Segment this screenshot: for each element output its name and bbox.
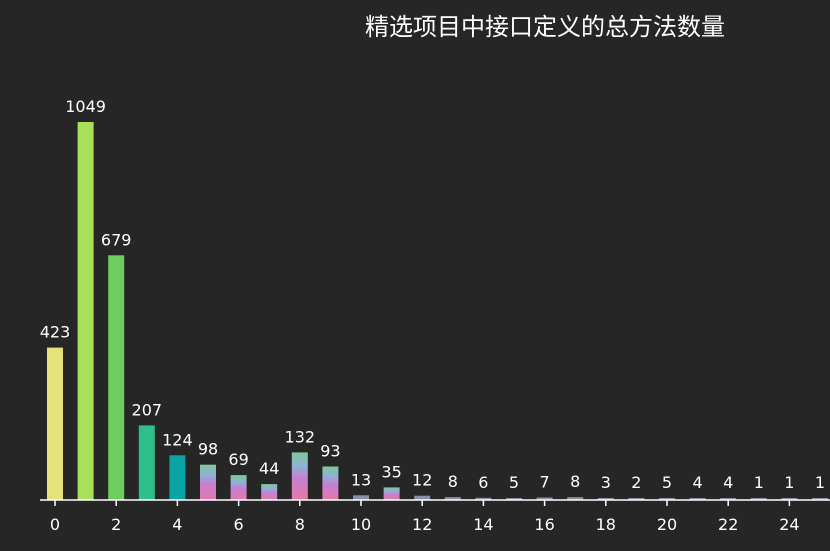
value-label-23: 1 — [754, 473, 764, 492]
value-label-9: 93 — [320, 442, 340, 461]
bar-8 — [291, 452, 308, 500]
x-tick-label-18: 18 — [596, 515, 616, 534]
bar-22 — [720, 498, 737, 500]
bar-25 — [812, 498, 828, 500]
x-tick-label-16: 16 — [534, 515, 554, 534]
x-tick-label-8: 8 — [295, 515, 305, 534]
bar-1 — [77, 122, 94, 500]
bar-0 — [47, 347, 63, 500]
x-tick-label-0: 0 — [50, 515, 60, 534]
value-label-15: 5 — [509, 473, 519, 492]
bars-group — [47, 122, 828, 500]
bar-15 — [506, 498, 522, 500]
bar-19 — [628, 498, 645, 500]
x-tick-label-22: 22 — [718, 515, 738, 534]
bar-10 — [353, 495, 369, 500]
value-label-19: 2 — [631, 473, 641, 492]
value-label-1: 1049 — [65, 97, 106, 116]
bar-14 — [475, 497, 492, 500]
value-label-6: 69 — [228, 450, 248, 469]
bar-21 — [689, 498, 706, 500]
value-label-3: 207 — [132, 400, 163, 419]
bar-16 — [536, 497, 553, 500]
bar-4 — [169, 455, 186, 500]
x-tick-label-6: 6 — [234, 515, 244, 534]
value-label-25: 1 — [815, 473, 825, 492]
chart-title: 精选项目中接口定义的总方法数量 — [365, 13, 725, 41]
value-label-16: 7 — [540, 473, 550, 492]
x-ticks-group: 0 2 4 6 8 10 12 14 16 18 20 22 24 — [50, 500, 800, 534]
x-tick-label-2: 2 — [111, 515, 121, 534]
x-tick-label-4: 4 — [172, 515, 182, 534]
bar-2 — [108, 255, 125, 500]
x-tick-label-10: 10 — [351, 515, 371, 534]
x-tick-label-20: 20 — [657, 515, 677, 534]
value-label-8: 132 — [285, 427, 316, 446]
x-tick-label-14: 14 — [473, 515, 493, 534]
bar-23 — [750, 498, 767, 500]
value-label-10: 13 — [351, 470, 371, 489]
bar-3 — [138, 425, 155, 500]
bar-9 — [322, 466, 339, 500]
bar-20 — [659, 498, 675, 500]
value-label-5: 98 — [198, 440, 218, 459]
x-tick-label-24: 24 — [779, 515, 799, 534]
value-label-24: 1 — [784, 473, 794, 492]
bar-13 — [444, 497, 461, 500]
value-label-18: 3 — [601, 473, 611, 492]
x-tick-label-12: 12 — [412, 515, 432, 534]
value-label-22: 4 — [723, 473, 733, 492]
bar-6 — [230, 475, 247, 500]
bar-5 — [200, 464, 216, 500]
value-label-14: 6 — [478, 473, 488, 492]
value-label-4: 124 — [162, 430, 193, 449]
value-label-7: 44 — [259, 459, 279, 478]
bar-7 — [261, 484, 278, 500]
bar-12 — [414, 495, 431, 500]
bar-18 — [597, 498, 614, 500]
value-label-21: 4 — [693, 473, 703, 492]
value-label-13: 8 — [448, 472, 458, 491]
value-label-20: 5 — [662, 473, 672, 492]
bar-24 — [781, 498, 798, 500]
value-label-12: 12 — [412, 471, 432, 490]
bar-17 — [567, 497, 584, 500]
bar-11 — [383, 487, 400, 500]
value-label-17: 8 — [570, 472, 580, 491]
value-label-2: 679 — [101, 230, 132, 249]
value-label-0: 423 — [40, 323, 71, 342]
value-label-11: 35 — [381, 462, 401, 481]
